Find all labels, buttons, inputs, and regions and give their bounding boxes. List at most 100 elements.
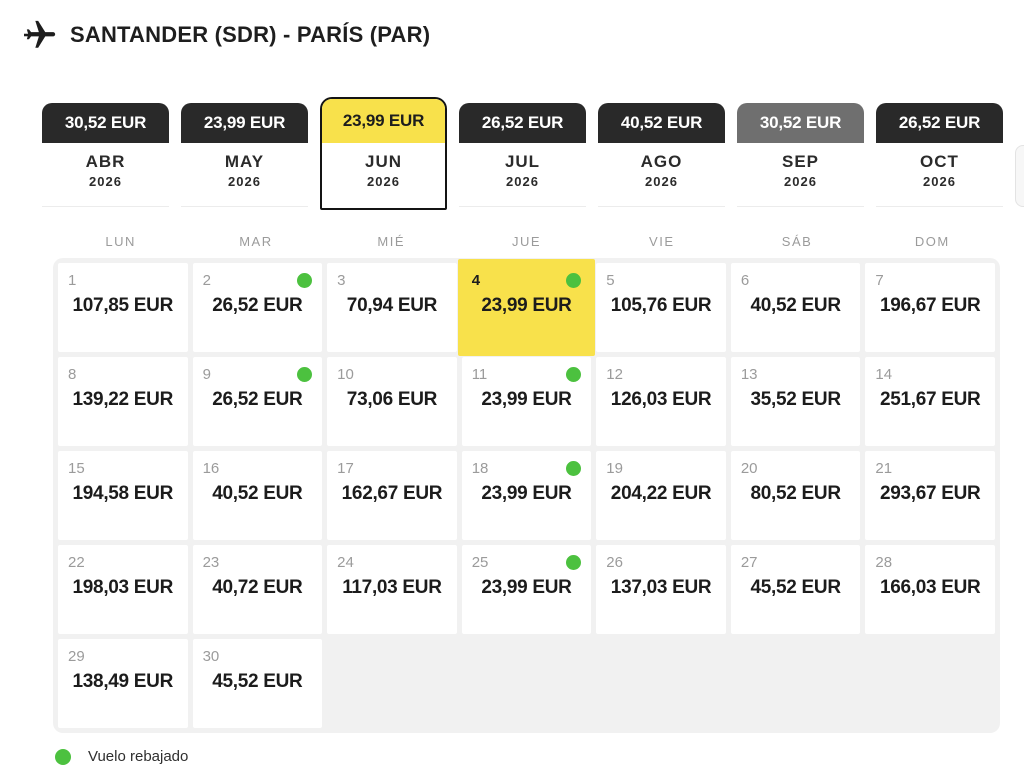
day-number: 10 — [337, 365, 354, 383]
day-cell[interactable]: 22 198,03 EUR — [58, 545, 188, 634]
day-cell-top: 18 — [472, 459, 582, 477]
day-price: 40,52 EUR — [212, 483, 303, 504]
day-cell[interactable]: 7 196,67 EUR — [865, 263, 995, 352]
day-cell[interactable]: 11 23,99 EUR — [461, 357, 592, 446]
discount-dot-icon — [566, 366, 582, 382]
day-cell-top: 23 — [203, 553, 313, 571]
day-price: 35,52 EUR — [750, 389, 842, 410]
discount-dot-icon — [566, 460, 582, 476]
day-cell[interactable]: 6 40,52 EUR — [730, 263, 861, 352]
day-cell[interactable]: 13 35,52 EUR — [730, 357, 861, 446]
day-cell-top: 12 — [606, 365, 716, 383]
day-cell-top: 28 — [875, 553, 985, 571]
day-cell[interactable]: 3 70,94 EUR — [327, 263, 457, 352]
next-month-tab-partial[interactable] — [1015, 145, 1024, 207]
day-price: 23,99 EUR — [481, 295, 572, 316]
day-cell[interactable]: 30 45,52 EUR — [192, 639, 323, 728]
day-cell[interactable]: 12 126,03 EUR — [596, 357, 726, 446]
day-cell[interactable]: 21 293,67 EUR — [865, 451, 995, 540]
weekday-label: LUN — [105, 234, 136, 249]
month-tab-label: AGO — [640, 152, 683, 171]
month-tab-ago[interactable]: 40,52 EUR AGO 2026 — [598, 103, 725, 207]
day-price: 196,67 EUR — [879, 295, 981, 316]
month-tab-oct[interactable]: 26,52 EUR OCT 2026 — [876, 103, 1003, 207]
day-number: 7 — [875, 271, 884, 289]
day-cell[interactable]: 28 166,03 EUR — [865, 545, 995, 634]
day-cell[interactable]: 16 40,52 EUR — [192, 451, 323, 540]
month-tab-body: MAY 2026 — [181, 143, 308, 207]
day-cell[interactable]: 9 26,52 EUR — [192, 357, 323, 446]
day-cell-top: 22 — [68, 553, 178, 571]
day-number: 29 — [68, 647, 85, 665]
month-tab-label: JUN — [364, 152, 402, 171]
day-cell[interactable]: 5 105,76 EUR — [596, 263, 726, 352]
legend-label: Vuelo rebajado — [88, 748, 189, 765]
day-cell[interactable]: 19 204,22 EUR — [596, 451, 726, 540]
day-cell[interactable]: 23 40,72 EUR — [192, 545, 323, 634]
day-number: 16 — [202, 459, 220, 477]
discount-dot-icon — [297, 272, 313, 288]
weekday-label: JUE — [511, 234, 542, 249]
month-tab-may[interactable]: 23,99 EUR MAY 2026 — [181, 103, 308, 207]
day-number: 15 — [68, 459, 85, 477]
day-price: 166,03 EUR — [879, 577, 981, 598]
day-cell-top: 15 — [68, 459, 178, 477]
month-tab-abr[interactable]: 30,52 EUR ABR 2026 — [42, 103, 169, 207]
day-number: 21 — [875, 459, 893, 477]
day-price: 139,22 EUR — [72, 389, 174, 410]
day-cell[interactable]: 15 194,58 EUR — [58, 451, 188, 540]
day-cell[interactable]: 26 137,03 EUR — [596, 545, 726, 634]
day-number: 11 — [471, 365, 488, 383]
day-price: 138,49 EUR — [72, 671, 174, 692]
route-title: SANTANDER (SDR) - PARÍS (PAR) — [70, 22, 431, 47]
day-cell[interactable]: 17 162,67 EUR — [327, 451, 457, 540]
month-tab-year: 2026 — [89, 174, 122, 189]
day-cell[interactable]: 1 107,85 EUR — [58, 263, 188, 352]
month-tab-year: 2026 — [367, 174, 400, 189]
day-cell[interactable]: 18 23,99 EUR — [461, 451, 592, 540]
day-number: 4 — [471, 271, 481, 289]
month-tab-sep[interactable]: 30,52 EUR SEP 2026 — [737, 103, 864, 207]
day-cell[interactable]: 10 73,06 EUR — [327, 357, 457, 446]
day-cell[interactable]: 29 138,49 EUR — [58, 639, 188, 728]
day-cell[interactable]: 14 251,67 EUR — [865, 357, 995, 446]
discount-dot-icon — [297, 366, 313, 382]
discount-dot-icon — [566, 554, 582, 570]
day-number: 20 — [740, 459, 758, 477]
plane-icon — [24, 18, 58, 52]
month-tab-body: AGO 2026 — [598, 143, 725, 207]
day-cell-top: 14 — [875, 365, 985, 383]
day-cell[interactable]: 25 23,99 EUR — [461, 545, 592, 634]
day-number: 28 — [875, 553, 893, 571]
month-tab-price: 23,99 EUR — [181, 103, 308, 143]
month-tab-price: 40,52 EUR — [598, 103, 725, 143]
day-number: 9 — [202, 365, 211, 383]
weekday-label: DOM — [914, 234, 950, 249]
month-tab-strip: 30,52 EUR ABR 2026 23,99 EUR MAY 2026 23,99 EU… — [42, 97, 1024, 210]
day-cell[interactable]: 20 80,52 EUR — [730, 451, 861, 540]
day-price: 40,52 EUR — [750, 295, 842, 316]
month-tab-price: 26,52 EUR — [876, 103, 1003, 143]
day-cell-top: 29 — [68, 647, 178, 665]
day-cell[interactable]: 4 23,99 EUR — [457, 259, 596, 356]
day-number: 2 — [202, 271, 211, 289]
day-cell-top: 21 — [875, 459, 985, 477]
day-price: 23,99 EUR — [481, 389, 572, 410]
day-price: 293,67 EUR — [879, 483, 981, 504]
day-price: 105,76 EUR — [610, 295, 712, 316]
discount-dot-icon — [55, 748, 71, 765]
day-cell-top: 11 — [472, 365, 582, 383]
month-tab-jul[interactable]: 26,52 EUR JUL 2026 — [459, 103, 586, 207]
legend: Vuelo rebajado — [55, 748, 188, 765]
day-price: 23,99 EUR — [481, 483, 572, 504]
day-cell-top: 13 — [741, 365, 851, 383]
empty-day-cell — [462, 639, 592, 728]
month-tab-year: 2026 — [506, 174, 539, 189]
day-cell[interactable]: 27 45,52 EUR — [730, 545, 861, 634]
day-cell[interactable]: 2 26,52 EUR — [192, 263, 323, 352]
day-cell[interactable]: 8 139,22 EUR — [58, 357, 188, 446]
day-cell[interactable]: 24 117,03 EUR — [327, 545, 457, 634]
day-price: 117,03 EUR — [342, 577, 442, 598]
month-tab-jun[interactable]: 23,99 EUR JUN 2026 — [320, 97, 447, 210]
weekday-label: SÁB — [781, 234, 813, 249]
